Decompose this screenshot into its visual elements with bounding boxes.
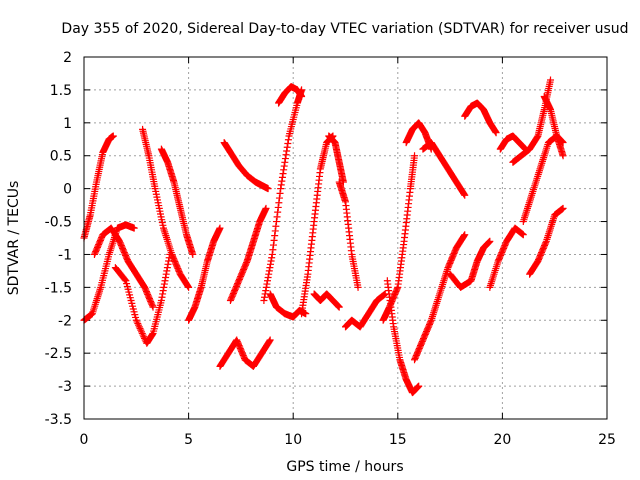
x-tick-label: 5: [184, 432, 193, 448]
series-PRN-H: [220, 139, 272, 193]
x-tick-label: 0: [80, 432, 89, 448]
data-point: [461, 191, 469, 199]
y-tick-label: -3: [58, 379, 72, 395]
series-PRN-C: [90, 224, 157, 311]
data-point: [262, 204, 270, 212]
data-point: [134, 320, 142, 328]
data-point: [140, 333, 148, 341]
series-PRN-N: [298, 132, 337, 318]
x-tick-label: 15: [389, 432, 407, 448]
y-tick-label: 1.5: [50, 83, 72, 99]
data-point: [135, 321, 143, 329]
chart-title: Day 355 of 2020, Sidereal Day-to-day VTE…: [61, 21, 628, 37]
data-point: [109, 132, 117, 140]
x-tick-label: 25: [598, 432, 616, 448]
plot-frame: [83, 56, 608, 420]
series-PRN-R: [342, 290, 389, 331]
data-point: [121, 276, 129, 284]
x-axis-label: GPS time / hours: [286, 459, 403, 475]
data-point: [335, 303, 343, 311]
data-point: [139, 331, 147, 339]
grid-lines: [84, 57, 607, 419]
y-tick-label: 2: [63, 50, 72, 66]
data-point: [135, 323, 143, 331]
y-axis-label: SDTVAR / TECUs: [6, 181, 22, 296]
data-point: [411, 152, 419, 160]
data-point: [264, 185, 272, 193]
data-points: [80, 76, 567, 397]
data-point: [559, 152, 567, 160]
series-PRN-U: [402, 119, 435, 153]
x-tick-label: 10: [284, 432, 302, 448]
series-PRN-T: [383, 277, 423, 397]
data-point: [133, 318, 141, 326]
data-point: [132, 316, 140, 324]
y-tick-label: -2: [58, 313, 72, 329]
y-tick-label: 0: [63, 182, 72, 198]
series-PRN-AD: [526, 204, 567, 278]
series-PRN-Y: [461, 99, 500, 137]
series-PRN-AA: [496, 132, 529, 153]
data-point: [486, 237, 494, 245]
y-tick-label: 1: [63, 116, 72, 132]
data-point: [354, 283, 362, 291]
series-PRN-F: [157, 145, 197, 258]
series-PRN-W: [419, 139, 469, 199]
series-PRN-Z: [486, 224, 527, 291]
data-point: [136, 325, 144, 332]
series-PRN-S: [379, 152, 419, 324]
series-PRN-J: [226, 204, 270, 305]
data-point: [559, 204, 567, 212]
data-point: [415, 382, 423, 390]
axis-ticks: 0 5 10 15 20 25 -3.5 -3 -2.5 -2 -1.5 -1 -0.5 0 0.5 1 1.5…: [45, 50, 616, 448]
series-PRN-I: [216, 336, 274, 370]
series-PRN-L: [275, 83, 306, 107]
data-point: [492, 129, 500, 137]
y-tick-label: 0.5: [50, 149, 72, 165]
series-PRN-D: [111, 250, 174, 347]
data-point: [461, 231, 469, 239]
x-tick-label: 20: [493, 432, 511, 448]
series-PRN-V: [411, 231, 469, 364]
data-point: [130, 224, 138, 232]
series-PRN-M: [266, 290, 310, 321]
data-point: [138, 328, 146, 336]
series-PRN-B: [80, 221, 138, 324]
data-point: [298, 92, 306, 100]
series-PRN-AE: [540, 92, 567, 160]
data-point: [519, 231, 527, 239]
data-point: [216, 224, 224, 232]
data-point: [137, 326, 145, 334]
y-tick-label: -3.5: [45, 412, 72, 428]
data-point: [266, 336, 274, 344]
series-PRN-K: [260, 86, 306, 305]
y-tick-label: -1: [58, 247, 72, 263]
series-PRN-AB: [509, 76, 555, 166]
series-PRN-G: [185, 224, 224, 324]
y-tick-label: -0.5: [45, 215, 72, 231]
series-PRN-O: [310, 290, 343, 311]
y-tick-label: -2.5: [45, 346, 72, 362]
series-PRN-E: [139, 125, 193, 291]
series-PRN-X: [446, 237, 494, 291]
data-point: [149, 303, 157, 311]
data-point: [547, 76, 555, 84]
data-point: [138, 329, 146, 337]
data-point: [189, 250, 197, 258]
series-PRN-A: [80, 132, 117, 242]
y-tick-label: -1.5: [45, 280, 72, 296]
series-PRN-Q: [335, 178, 362, 291]
data-point: [185, 283, 193, 291]
